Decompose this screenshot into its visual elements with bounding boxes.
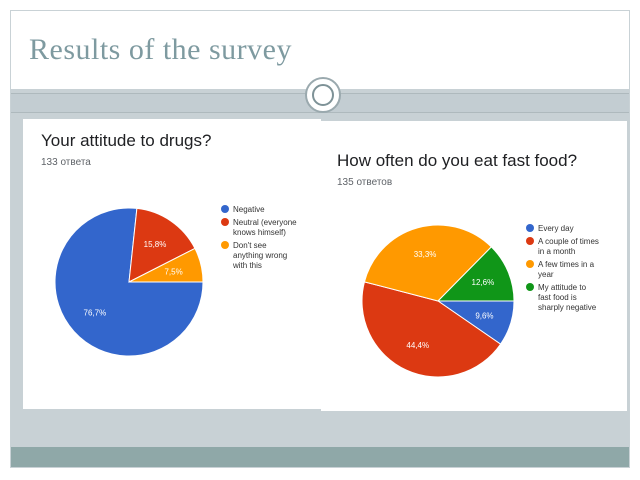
legend-marker	[526, 283, 534, 291]
slice-label: 33,3%	[414, 250, 437, 259]
drugs-pie-chart: 76,7% 15,8% 7,5% Negative Neutral (everyonek…	[54, 205, 297, 357]
legend-entry-text: fast food is	[538, 293, 577, 302]
chart-response-count: 133 ответа	[41, 157, 91, 168]
slide: Results of the survey Your attitude to d…	[10, 10, 630, 468]
circle-ornament-icon	[305, 77, 341, 113]
pie-slice	[128, 247, 204, 283]
legend-entry-text: Neutral (everyone	[233, 218, 297, 227]
legend-entry-text: in a month	[538, 247, 575, 256]
slice-label: 15,8%	[144, 240, 167, 249]
slice-label: 9,6%	[475, 311, 493, 320]
fastfood-chart-card: How often do you eat fast food? 135 отве…	[321, 121, 627, 411]
pie-slice	[128, 207, 196, 283]
legend-entry-text: A few times in a	[538, 260, 595, 269]
legend-entry-text: year	[538, 270, 554, 279]
chart-response-count: 135 ответов	[337, 177, 393, 188]
legend-marker	[526, 224, 534, 232]
legend-marker	[526, 260, 534, 268]
legend-entry-text: Don't see	[233, 241, 267, 250]
pie-slice	[54, 207, 204, 357]
title-band: Results of the survey	[11, 11, 629, 89]
slice-label: 76,7%	[84, 309, 107, 318]
legend-entry-text: Every day	[538, 224, 574, 233]
legend-entry-text: with this	[232, 261, 262, 270]
slice-label: 44,4%	[406, 341, 429, 350]
pie-slice	[363, 224, 493, 302]
slice-label: 12,6%	[472, 278, 495, 287]
fastfood-pie-chart: 9,6% 44,4% 33,3% 12,6% Every day A couple of …	[361, 224, 599, 378]
legend-entry-text: sharply negative	[538, 303, 597, 312]
legend-marker	[221, 205, 229, 213]
legend-entry-text: anything wrong	[233, 251, 287, 260]
legend-marker	[221, 218, 229, 226]
slice-label: 7,5%	[164, 267, 182, 276]
legend-marker	[526, 237, 534, 245]
pie-slice	[436, 246, 515, 302]
legend-entry-text: Negative	[233, 205, 265, 214]
legend-entry-text: knows himself)	[233, 228, 286, 237]
slide-title: Results of the survey	[29, 33, 292, 66]
chart-title: Your attitude to drugs?	[41, 131, 212, 150]
legend-entry-text: A couple of times	[538, 237, 599, 246]
legend-entry-text: My attitude to	[538, 283, 587, 292]
legend-marker	[221, 241, 229, 249]
chart-title: How often do you eat fast food?	[337, 151, 578, 170]
pie-slice	[361, 281, 502, 378]
drugs-chart-card: Your attitude to drugs? 133 ответа 76,7%…	[23, 119, 321, 409]
bottom-bar	[11, 447, 629, 467]
inner-ring-icon	[312, 84, 334, 106]
